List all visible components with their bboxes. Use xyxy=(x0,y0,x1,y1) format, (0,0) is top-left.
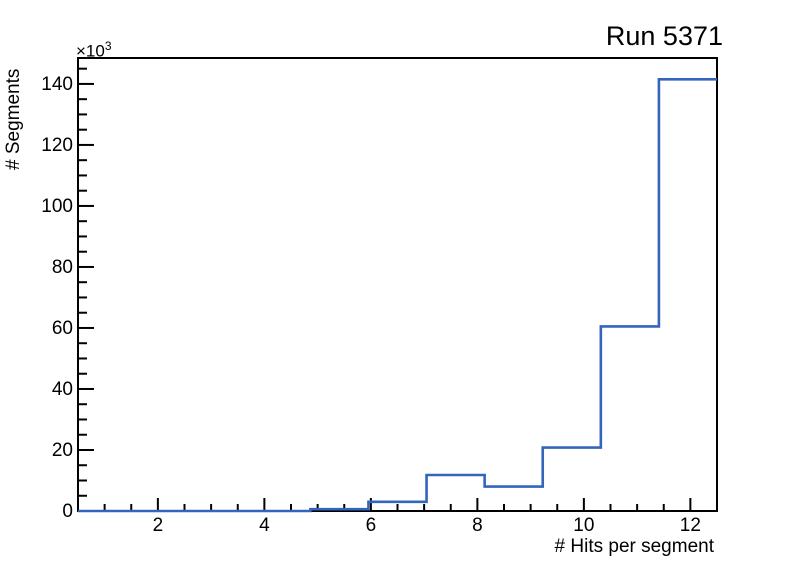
x-tick-label: 4 xyxy=(259,515,270,536)
y-tick-label: 40 xyxy=(51,378,73,400)
y-tick-label: 60 xyxy=(51,317,73,339)
y-tick-label: 100 xyxy=(41,195,73,217)
x-axis-title: # Hits per segment xyxy=(554,536,714,557)
x-tick-label: 10 xyxy=(573,515,595,536)
y-tick-label: 0 xyxy=(62,501,73,522)
y-tick-label: 20 xyxy=(51,439,73,461)
plot-title: Run 5371 xyxy=(605,21,723,51)
plot-frame xyxy=(77,57,718,512)
y-axis-multiplier-base: ×10 xyxy=(76,41,105,61)
y-tick-label: 80 xyxy=(51,256,73,278)
x-tick-label: 2 xyxy=(152,515,164,536)
y-axis-multiplier-exponent: 3 xyxy=(104,39,112,53)
histogram-step-line xyxy=(78,78,717,513)
y-tick-label: 140 xyxy=(41,73,73,95)
x-tick-label: 8 xyxy=(472,515,483,536)
x-tick-label: 12 xyxy=(679,515,701,536)
y-axis-multiplier: ×103 xyxy=(76,38,112,60)
x-tick-label: 6 xyxy=(365,515,377,536)
y-tick-label: 120 xyxy=(41,134,73,156)
